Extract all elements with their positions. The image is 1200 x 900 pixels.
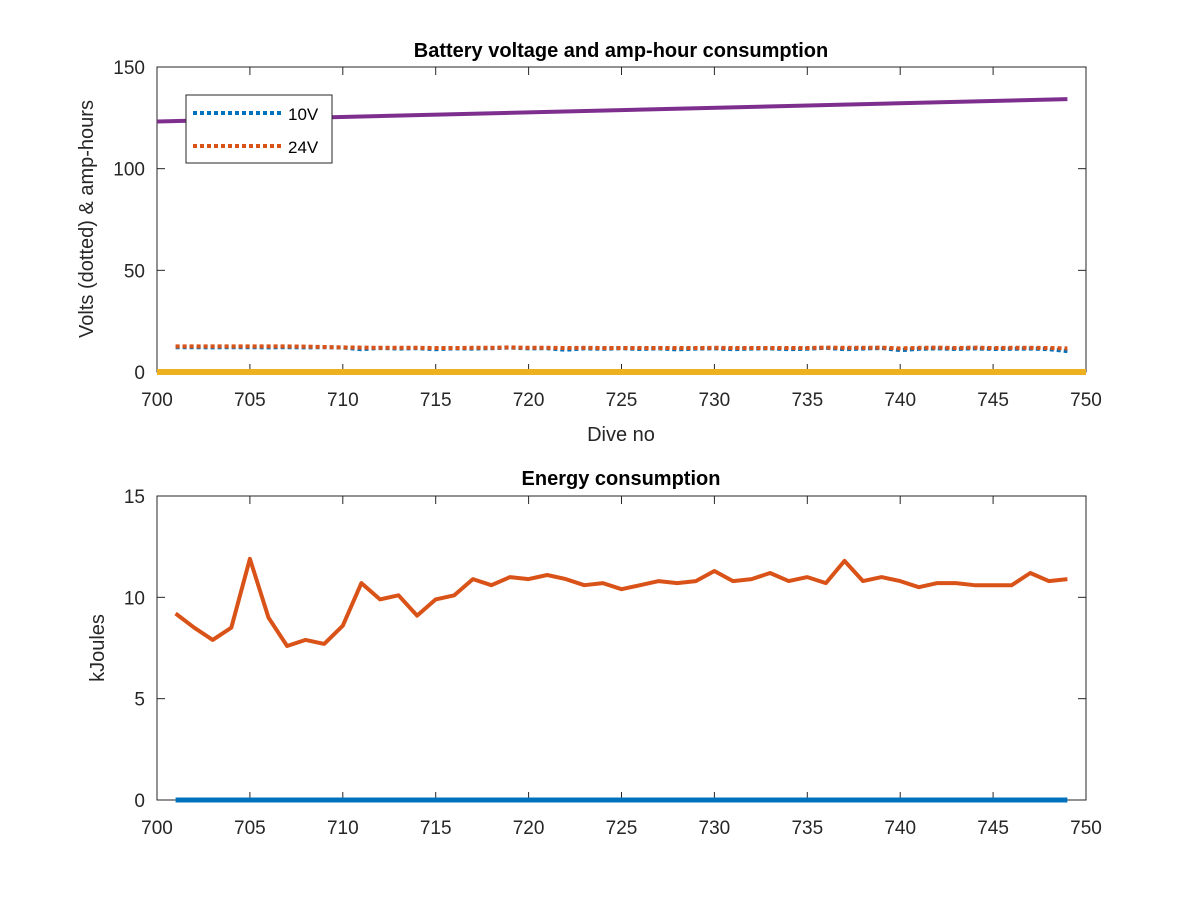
legend-label-24v: 24V xyxy=(288,138,319,157)
x-tick-label-top: 710 xyxy=(327,390,359,411)
y-axis-label-bottom: kJoules xyxy=(87,614,109,682)
x-tick-label-bottom: 725 xyxy=(606,818,638,839)
plot-area-bottom xyxy=(156,495,1087,801)
y-tick-label-top: 150 xyxy=(113,58,145,79)
series-bottom xyxy=(174,556,1068,803)
x-tick-label-top: 705 xyxy=(234,390,266,411)
x-tick-label-bottom: 705 xyxy=(234,818,266,839)
x-tick-label-bottom: 745 xyxy=(977,818,1009,839)
x-tick-label-bottom: 715 xyxy=(420,818,452,839)
x-tick-label-bottom: 750 xyxy=(1070,818,1102,839)
y-tick-label-bottom: 15 xyxy=(124,487,145,508)
legend: 10V 24V xyxy=(185,94,333,164)
y-tick-label-top: 100 xyxy=(113,160,145,181)
energy-consumption-plot: 700 705 710 715 720 725 730 735 740 745 750051015 … xyxy=(87,468,1102,839)
x-tick-label-bottom: 710 xyxy=(327,818,359,839)
series-line-bottom-1 xyxy=(174,556,1068,648)
chart-title-bottom: Energy consumption xyxy=(522,468,721,490)
y-tick-label-top: 50 xyxy=(124,261,145,282)
x-axis-label-top: Dive no xyxy=(587,424,655,446)
voltage-amp-hour-plot: 700 705 710 715 720 725 730 735 740 745 750 0 50 100 1… xyxy=(76,40,1102,446)
x-tick-label-top: 720 xyxy=(513,390,545,411)
y-axis-label-top: Volts (dotted) & amp-hours xyxy=(76,100,98,338)
x-tick-label-bottom: 730 xyxy=(699,818,731,839)
legend-box xyxy=(185,94,333,164)
x-tick-label-bottom: 740 xyxy=(884,818,916,839)
legend-label-10v: 10V xyxy=(288,105,319,124)
y-tick-label-bottom: 5 xyxy=(134,690,145,711)
series-line-top-1-24v xyxy=(175,344,1068,351)
x-tick-label-top: 745 xyxy=(977,390,1009,411)
x-tick-label-top: 700 xyxy=(141,390,173,411)
y-tick-label-bottom: 10 xyxy=(124,588,145,609)
x-tick-label-top: 730 xyxy=(699,390,731,411)
y-tick-label-top: 0 xyxy=(134,363,145,384)
chart-title-top: Battery voltage and amp-hour consumption xyxy=(414,40,828,62)
x-tick-label-bottom: 735 xyxy=(791,818,823,839)
x-tick-label-top: 740 xyxy=(884,390,916,411)
ticks-bottom: 700 705 710 715 720 725 730 735 740 745 750 0 5 10 15 xyxy=(124,487,1102,839)
x-tick-label-top: 750 xyxy=(1070,390,1102,411)
x-tick-label-bottom: 720 xyxy=(513,818,545,839)
x-tick-label-bottom: 700 xyxy=(141,818,173,839)
x-tick-label-top: 715 xyxy=(420,390,452,411)
y-tick-label-bottom: 0 xyxy=(134,791,145,812)
x-tick-label-top: 725 xyxy=(606,390,638,411)
x-tick-label-top: 735 xyxy=(791,390,823,411)
ticks-top: 700 705 710 715 720 725 730 735 740 745 750 0 50 100 1… xyxy=(113,58,1102,411)
